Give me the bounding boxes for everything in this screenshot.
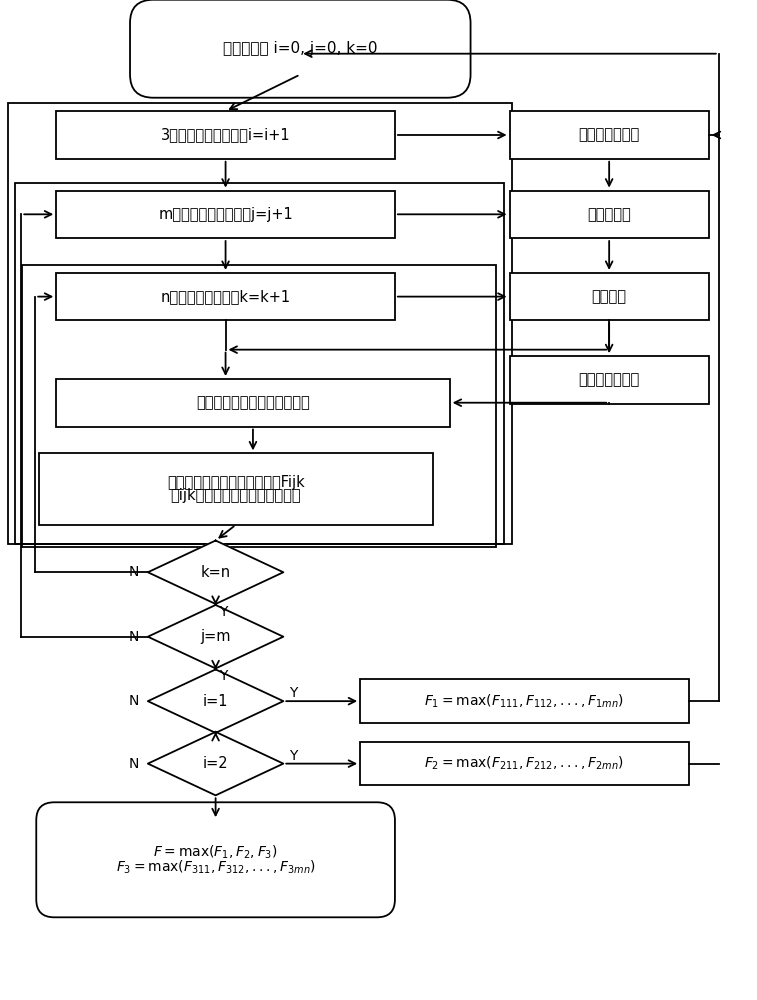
- Text: Y: Y: [289, 686, 298, 700]
- Text: 给定挖掘点 i=0, j=0, k=0: 给定挖掘点 i=0, j=0, k=0: [223, 41, 378, 56]
- Bar: [22, 265, 496, 547]
- Bar: [39, 453, 433, 525]
- Bar: [56, 273, 395, 320]
- Bar: [509, 356, 709, 404]
- Text: 3种挖掘方式的循环，i=i+1: 3种挖掘方式的循环，i=i+1: [160, 127, 291, 142]
- Bar: [56, 379, 450, 427]
- Text: 液压缸极限压力: 液压缸极限压力: [578, 127, 640, 142]
- Polygon shape: [148, 669, 283, 733]
- Text: Y: Y: [220, 669, 228, 683]
- Text: m种工装姿态的循环，j=j+1: m种工装姿态的循环，j=j+1: [158, 207, 293, 222]
- Text: 稳定性和附着性: 稳定性和附着性: [578, 372, 640, 387]
- Text: Y: Y: [220, 605, 228, 619]
- Bar: [509, 191, 709, 238]
- Bar: [56, 111, 395, 159]
- Text: 切向力方向: 切向力方向: [587, 207, 631, 222]
- Text: N: N: [129, 630, 139, 644]
- Text: k=n: k=n: [201, 565, 231, 580]
- Text: 第ijk种组合方式下，满足自身限: 第ijk种组合方式下，满足自身限: [171, 488, 301, 503]
- Bar: [8, 103, 512, 544]
- Text: j=m: j=m: [201, 629, 231, 644]
- Bar: [360, 742, 689, 785]
- Bar: [15, 183, 503, 544]
- Text: i=2: i=2: [203, 756, 229, 771]
- Text: i=1: i=1: [203, 694, 229, 709]
- Text: $F = \max(F_1, F_2, F_3)$: $F = \max(F_1, F_2, F_3)$: [153, 844, 278, 861]
- Polygon shape: [148, 732, 283, 795]
- Text: $F_1 = \max(F_{111},F_{112},...,F_{1mn})$: $F_1 = \max(F_{111},F_{112},...,F_{1mn})…: [425, 692, 625, 710]
- FancyBboxPatch shape: [130, 0, 471, 98]
- Text: Y: Y: [289, 749, 298, 763]
- Text: n种法切比的循环，k=k+1: n种法切比的循环，k=k+1: [160, 289, 291, 304]
- Text: N: N: [129, 694, 139, 708]
- Text: 挖掘机自身限制条件不等式组: 挖掘机自身限制条件不等式组: [196, 395, 310, 410]
- Text: N: N: [129, 757, 139, 771]
- Text: 制条件的最大主动组合挖掘力Fijk: 制条件的最大主动组合挖掘力Fijk: [167, 475, 305, 490]
- Polygon shape: [148, 605, 283, 668]
- Bar: [509, 273, 709, 320]
- FancyBboxPatch shape: [36, 802, 395, 917]
- Text: $F_3 = \max(F_{311},F_{312},...,F_{3mn})$: $F_3 = \max(F_{311},F_{312},...,F_{3mn})…: [116, 859, 316, 876]
- Bar: [360, 679, 689, 723]
- Text: $F_2 = \max(F_{211},F_{212},...,F_{2mn})$: $F_2 = \max(F_{211},F_{212},...,F_{2mn})…: [425, 755, 625, 772]
- Text: N: N: [129, 565, 139, 579]
- Polygon shape: [148, 541, 283, 604]
- Bar: [56, 191, 395, 238]
- Bar: [509, 111, 709, 159]
- Text: 合力方向: 合力方向: [592, 289, 627, 304]
